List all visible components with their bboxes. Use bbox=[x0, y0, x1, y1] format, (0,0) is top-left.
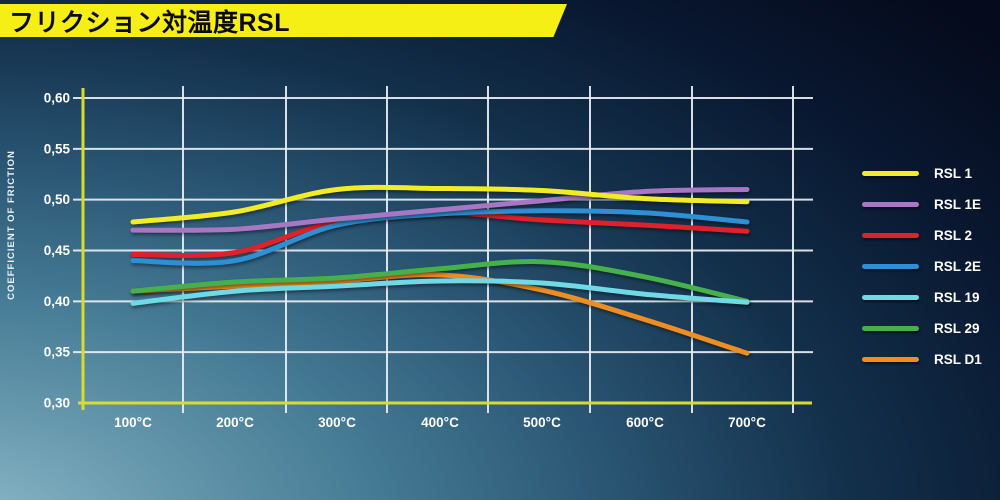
x-tick-label: 600°C bbox=[626, 415, 664, 430]
legend-label: RSL 1 bbox=[934, 166, 973, 181]
legend-swatch bbox=[862, 295, 919, 300]
x-tick-label: 300°C bbox=[318, 415, 356, 430]
legend-label: RSL 2 bbox=[934, 228, 973, 243]
x-tick-label: 200°C bbox=[216, 415, 254, 430]
y-axis-title: COEFFICIENT OF FRICTION bbox=[6, 150, 17, 300]
legend-label: RSL D1 bbox=[934, 352, 982, 367]
series-line-rsl-d1 bbox=[130, 272, 750, 356]
series-line-rsl-2e bbox=[130, 208, 750, 266]
y-tick-label: 0,55 bbox=[44, 141, 71, 156]
legend-item-rsl-19: RSL 19 bbox=[862, 282, 982, 313]
legend-item-rsl-1: RSL 1 bbox=[862, 158, 982, 189]
page-title: フリクション対温度RSL bbox=[9, 8, 291, 37]
series-line-rsl-29 bbox=[130, 258, 750, 304]
x-tick-label: 400°C bbox=[421, 415, 459, 430]
legend-label: RSL 2E bbox=[934, 259, 982, 274]
legend-label: RSL 1E bbox=[934, 197, 982, 212]
legend-swatch bbox=[862, 202, 919, 207]
legend-label: RSL 19 bbox=[934, 290, 980, 305]
y-tick-label: 0,40 bbox=[44, 294, 70, 309]
chart-legend: RSL 1 RSL 1E RSL 2 RSL 2E RSL 19 RSL 29 RSL D1 bbox=[862, 158, 982, 375]
legend-item-rsl-2: RSL 2 bbox=[862, 220, 982, 251]
legend-swatch bbox=[862, 233, 919, 238]
y-tick-label: 0,30 bbox=[44, 396, 70, 411]
legend-swatch bbox=[862, 264, 919, 269]
legend-swatch bbox=[862, 357, 919, 362]
legend-label: RSL 29 bbox=[934, 321, 980, 336]
x-tick-label: 100°C bbox=[114, 415, 152, 430]
legend-swatch bbox=[862, 171, 919, 176]
y-tick-label: 0,35 bbox=[44, 345, 71, 360]
y-tick-label: 0,60 bbox=[44, 91, 70, 106]
x-tick-label: 500°C bbox=[523, 415, 561, 430]
series-line-rsl-1e bbox=[130, 187, 750, 233]
x-tick-label: 700°C bbox=[728, 415, 766, 430]
legend-item-rsl-d1: RSL D1 bbox=[862, 344, 982, 375]
legend-item-rsl-29: RSL 29 bbox=[862, 313, 982, 344]
legend-item-rsl-2e: RSL 2E bbox=[862, 251, 982, 282]
legend-item-rsl-1e: RSL 1E bbox=[862, 189, 982, 220]
y-tick-label: 0,50 bbox=[44, 192, 70, 207]
series-line-rsl-19 bbox=[130, 278, 750, 306]
series-line-rsl-1 bbox=[130, 184, 750, 225]
y-tick-label: 0,45 bbox=[44, 243, 71, 258]
title-bar: フリクション対温度RSL bbox=[0, 4, 567, 37]
legend-swatch bbox=[862, 326, 919, 331]
series-line-rsl-2 bbox=[130, 210, 750, 259]
